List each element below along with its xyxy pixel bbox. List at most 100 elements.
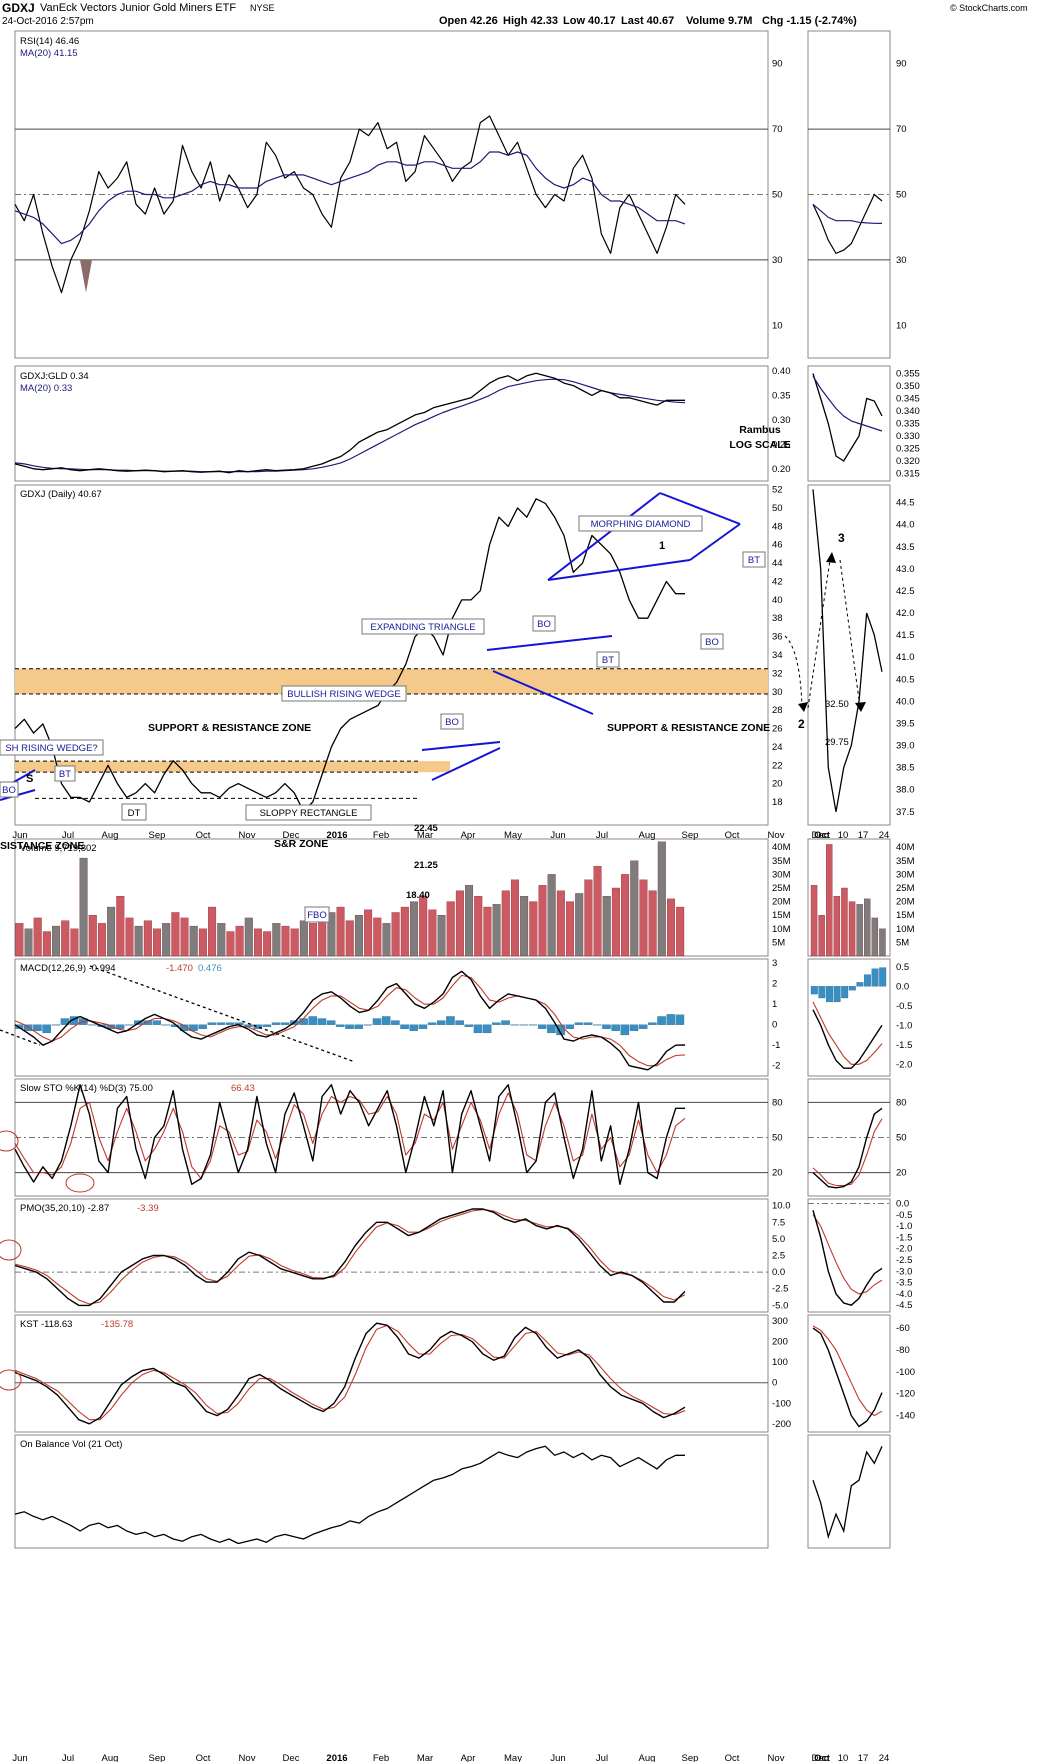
price-xtick: May [504,830,522,841]
volume-ytick: 20M [896,897,915,908]
volume-bar [455,890,464,957]
volume-bar [639,879,648,957]
last-value: Last 40.67 [621,15,674,27]
volume-bar [162,923,171,957]
ratio-inset-ytick: 0.335 [896,419,920,430]
pmo-inset-frame [807,1198,891,1313]
volume-ytick: 35M [772,856,791,867]
projection-arrow [784,635,803,708]
morphing-diamond-label: MORPHING DIAMOND [591,519,691,530]
volume-label: Volume 9,719,802 [20,843,97,854]
sto-inset-d [812,1118,883,1187]
macd-hist-bar [400,1024,409,1029]
sr-zone-lower-left-label: SISTANCE ZONE [0,840,84,852]
pmo-frame [14,1198,769,1313]
macd-hist-bar [326,1020,336,1025]
volume-ytick: 30M [896,869,915,880]
macd-hist-bar [464,1024,474,1027]
volume-bar [24,928,33,957]
macd-hist-bar [437,1020,446,1025]
volume-inset-bar [879,928,886,957]
note-rambus: Rambus [739,424,781,436]
pmo-signal-line [14,1209,686,1305]
volume-bar [217,923,226,957]
macd-hist-bar [216,1022,226,1025]
macd-hist-bar [372,1018,382,1025]
volume-bar [79,857,88,957]
volume-bar [621,874,630,957]
volume-bar [354,915,363,957]
sloppy-rectangle-label: SLOPPY RECTANGLE [260,808,358,819]
arrow-head [855,702,866,712]
inset-xtick: 24 [879,830,890,841]
s-label: S [26,773,33,785]
price-ytick: 42 [772,576,783,587]
bottom-xtick: 2016 [326,1753,347,1762]
price-ytick: 34 [772,650,783,661]
sto-ytick: 20 [772,1168,783,1179]
kst-inset-ytick: -140 [896,1411,915,1422]
volume-bar [382,923,391,957]
macd-hist-bar [455,1020,464,1025]
price-xtick: Jul [62,830,74,841]
fund-name: VanEck Vectors Junior Gold Miners ETF [40,2,236,14]
price-ytick: 40 [772,595,783,606]
sr-zone-lower-label: S&R ZONE [274,838,328,850]
macd-hist-bar [152,1020,161,1025]
ratio-inset-ytick: 0.330 [896,431,920,442]
macd-hist-bar [593,1024,602,1026]
bottom-xtick: Sep [149,1753,166,1762]
macd-inset-hist [856,982,864,987]
sr-zone-lower [15,761,450,773]
price-inset-ytick: 39.5 [896,718,915,729]
bottom-xtick: Aug [102,1753,119,1762]
volume-bar [400,906,409,957]
volume-bar [336,906,345,957]
price-ytick: 28 [772,705,783,716]
macd-ytick: 1 [772,999,777,1010]
sr-zone-upper-label: SUPPORT & RESISTANCE ZONE [148,722,311,734]
macd-hist-bar [510,1024,519,1026]
rsi-oversold-fill [80,259,92,293]
pmo-inset-ytick: -1.5 [896,1232,912,1243]
note-log-scale: LOG SCALE [729,439,790,451]
bottom-xtick: Nov [239,1753,256,1762]
price-frame [14,484,769,826]
macd-hist-bar [317,1018,327,1025]
price-ytick: 44 [772,558,783,569]
price-ytick: 30 [772,687,783,698]
volume-value: Volume 9.7M [686,15,752,27]
macd-hist-bar [143,1020,152,1025]
ratio-inset-ytick: 0.340 [896,406,920,417]
volume-inset-bar [848,901,856,957]
kst-line [14,1322,686,1425]
bottom-xtick: Oct [725,1753,740,1762]
ratio-inset-ytick: 0.315 [896,469,920,480]
sto-ytick: 50 [896,1133,907,1144]
volume-bar [529,901,538,957]
macd-inset-hist [826,986,833,1003]
rsi-ma-label: MA(20) 41.15 [20,48,78,59]
macd-hist-bar [418,1024,428,1029]
level-2125: 21.25 [414,860,438,871]
pmo-inset-ytick: -1.0 [896,1221,912,1232]
volume-bar [676,906,685,957]
pmo-inset-ytick: -2.0 [896,1244,912,1255]
macd-circle [0,1130,19,1152]
diamond-line [659,492,741,525]
rsi-line [14,115,686,294]
volume-bar [492,904,501,957]
kst-inset-ytick: -100 [896,1367,915,1378]
macd-hist-bar [446,1016,455,1025]
rsi-ytick: 50 [772,190,783,201]
sto-ytick: 80 [896,1097,907,1108]
kst-inset-signal [812,1325,883,1417]
volume-bar [309,923,318,957]
obv-label: On Balance Vol (21 Oct) [20,1439,122,1450]
sto-inset-k [812,1107,883,1189]
macd-inset-ytick: -2.0 [896,1059,912,1070]
volume-bar [391,912,400,957]
symbol: GDXJ [2,1,35,15]
price-ytick: 22 [772,760,783,771]
macd-hist-bar [547,1024,556,1034]
